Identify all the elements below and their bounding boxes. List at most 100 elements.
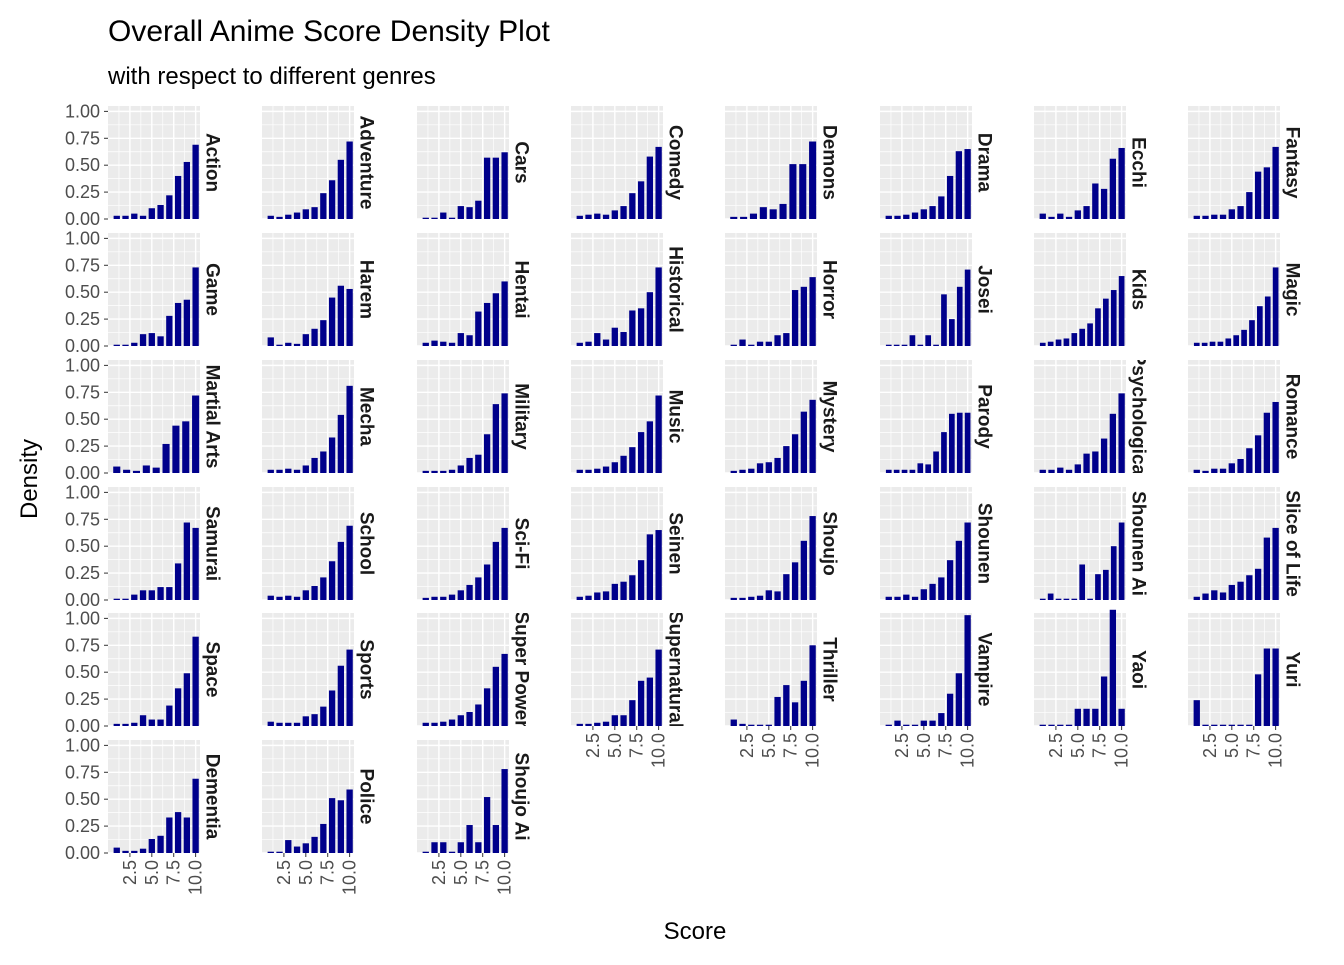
bar	[337, 665, 345, 726]
bar	[1109, 413, 1117, 473]
bar	[800, 680, 808, 726]
bar	[748, 596, 755, 600]
bar	[122, 850, 129, 853]
facet-panel-ecchi: Ecchi	[1034, 106, 1149, 220]
facet-panel-samurai: Samurai 0.00 0.25 0.50 0.75 1.00	[65, 482, 223, 610]
facet-panel-adventure: Adventure	[262, 106, 377, 220]
bar	[183, 161, 191, 219]
bar	[1071, 598, 1078, 600]
bar	[1083, 206, 1090, 219]
bar	[1048, 724, 1055, 726]
bar	[920, 720, 927, 726]
bar	[1055, 339, 1062, 346]
bar	[920, 589, 927, 600]
bar	[576, 342, 583, 346]
bar	[1246, 724, 1253, 726]
x-tick-label: 5.0	[451, 860, 471, 885]
bar	[637, 432, 645, 473]
bar	[1202, 215, 1209, 219]
y-tick-label: 1.00	[65, 735, 100, 755]
bar	[1193, 596, 1200, 600]
bar	[285, 342, 292, 346]
bar	[466, 825, 473, 853]
bar	[791, 434, 799, 473]
bar	[911, 724, 919, 726]
bar	[655, 146, 662, 219]
bar	[123, 469, 131, 473]
bar	[765, 724, 772, 726]
bar	[337, 541, 345, 600]
bar	[809, 277, 816, 346]
facet-strip-label: Shounen	[974, 503, 995, 584]
bar	[585, 214, 592, 219]
bar	[431, 596, 438, 600]
bar	[964, 269, 971, 346]
bar	[174, 812, 182, 853]
bar	[611, 210, 618, 219]
facet-strip-label: Military	[511, 383, 532, 450]
y-tick-label: 0.75	[65, 762, 100, 782]
x-tick-label: 7.5	[164, 860, 184, 885]
bar	[475, 454, 482, 473]
bar	[328, 690, 336, 726]
bar	[1237, 459, 1244, 473]
bar	[157, 835, 164, 853]
facet-panel-thriller: Thriller 2.5 5.0 7.5 10.0	[725, 613, 840, 768]
bar	[337, 159, 345, 219]
facet-strip-label: Thriller	[819, 637, 840, 702]
facet-strip-label: Vampire	[974, 633, 995, 707]
bar	[1246, 448, 1253, 473]
bar	[311, 836, 318, 853]
bar	[1039, 469, 1046, 473]
bar	[311, 207, 318, 219]
bar	[1039, 213, 1046, 219]
bar	[1087, 598, 1093, 600]
facet-strip-label: Yuri	[1282, 652, 1303, 688]
bar	[774, 457, 781, 473]
facet-strip-label: Fantasy	[1282, 127, 1303, 199]
facet-panel-parody: Parody	[880, 360, 995, 474]
bar	[933, 451, 939, 473]
bar	[585, 723, 592, 726]
bar	[1065, 724, 1073, 726]
x-axis-title: Score	[664, 918, 727, 945]
facet-strip-label: Dementia	[202, 754, 223, 840]
facet-panel-supernatural: Supernatural 2.5 5.0 7.5 10.0	[571, 613, 686, 768]
facet-strip: Shoujo Ai	[511, 753, 532, 841]
bar	[620, 581, 627, 600]
bar	[765, 341, 772, 346]
bar	[620, 332, 627, 346]
facet-strip: Ecchi	[1128, 137, 1149, 188]
bar	[422, 342, 429, 346]
bar	[620, 715, 627, 726]
bar	[337, 414, 345, 473]
facet-strip: Space	[202, 642, 223, 698]
bar	[1074, 464, 1081, 473]
bar	[1118, 522, 1125, 600]
bar	[1071, 333, 1078, 346]
bar	[152, 467, 160, 473]
bar	[293, 596, 301, 600]
x-tick-label: 7.5	[1244, 733, 1264, 758]
bar	[576, 469, 583, 473]
bar	[1233, 335, 1240, 346]
bar	[328, 180, 336, 219]
bar	[267, 469, 274, 473]
bar	[1211, 468, 1218, 473]
bar	[739, 339, 746, 346]
facet-strip: Game	[202, 263, 223, 316]
facet-strip-label: Magic	[1282, 263, 1303, 317]
bar	[783, 574, 790, 600]
bar	[328, 297, 336, 346]
facet-panel-military: Military	[417, 360, 532, 474]
facet-strip-label: Game	[202, 263, 223, 316]
bar	[131, 213, 138, 219]
bar	[1225, 338, 1232, 346]
bar	[183, 522, 191, 600]
y-tick-label: 0.75	[65, 128, 100, 148]
bar	[1100, 676, 1108, 726]
facet-panel-martial-arts: Martial Arts 0.00 0.25 0.50 0.75 1.00	[65, 355, 223, 483]
bar	[576, 596, 583, 600]
bar	[585, 595, 592, 600]
facet-strip: Adventure	[356, 116, 377, 210]
